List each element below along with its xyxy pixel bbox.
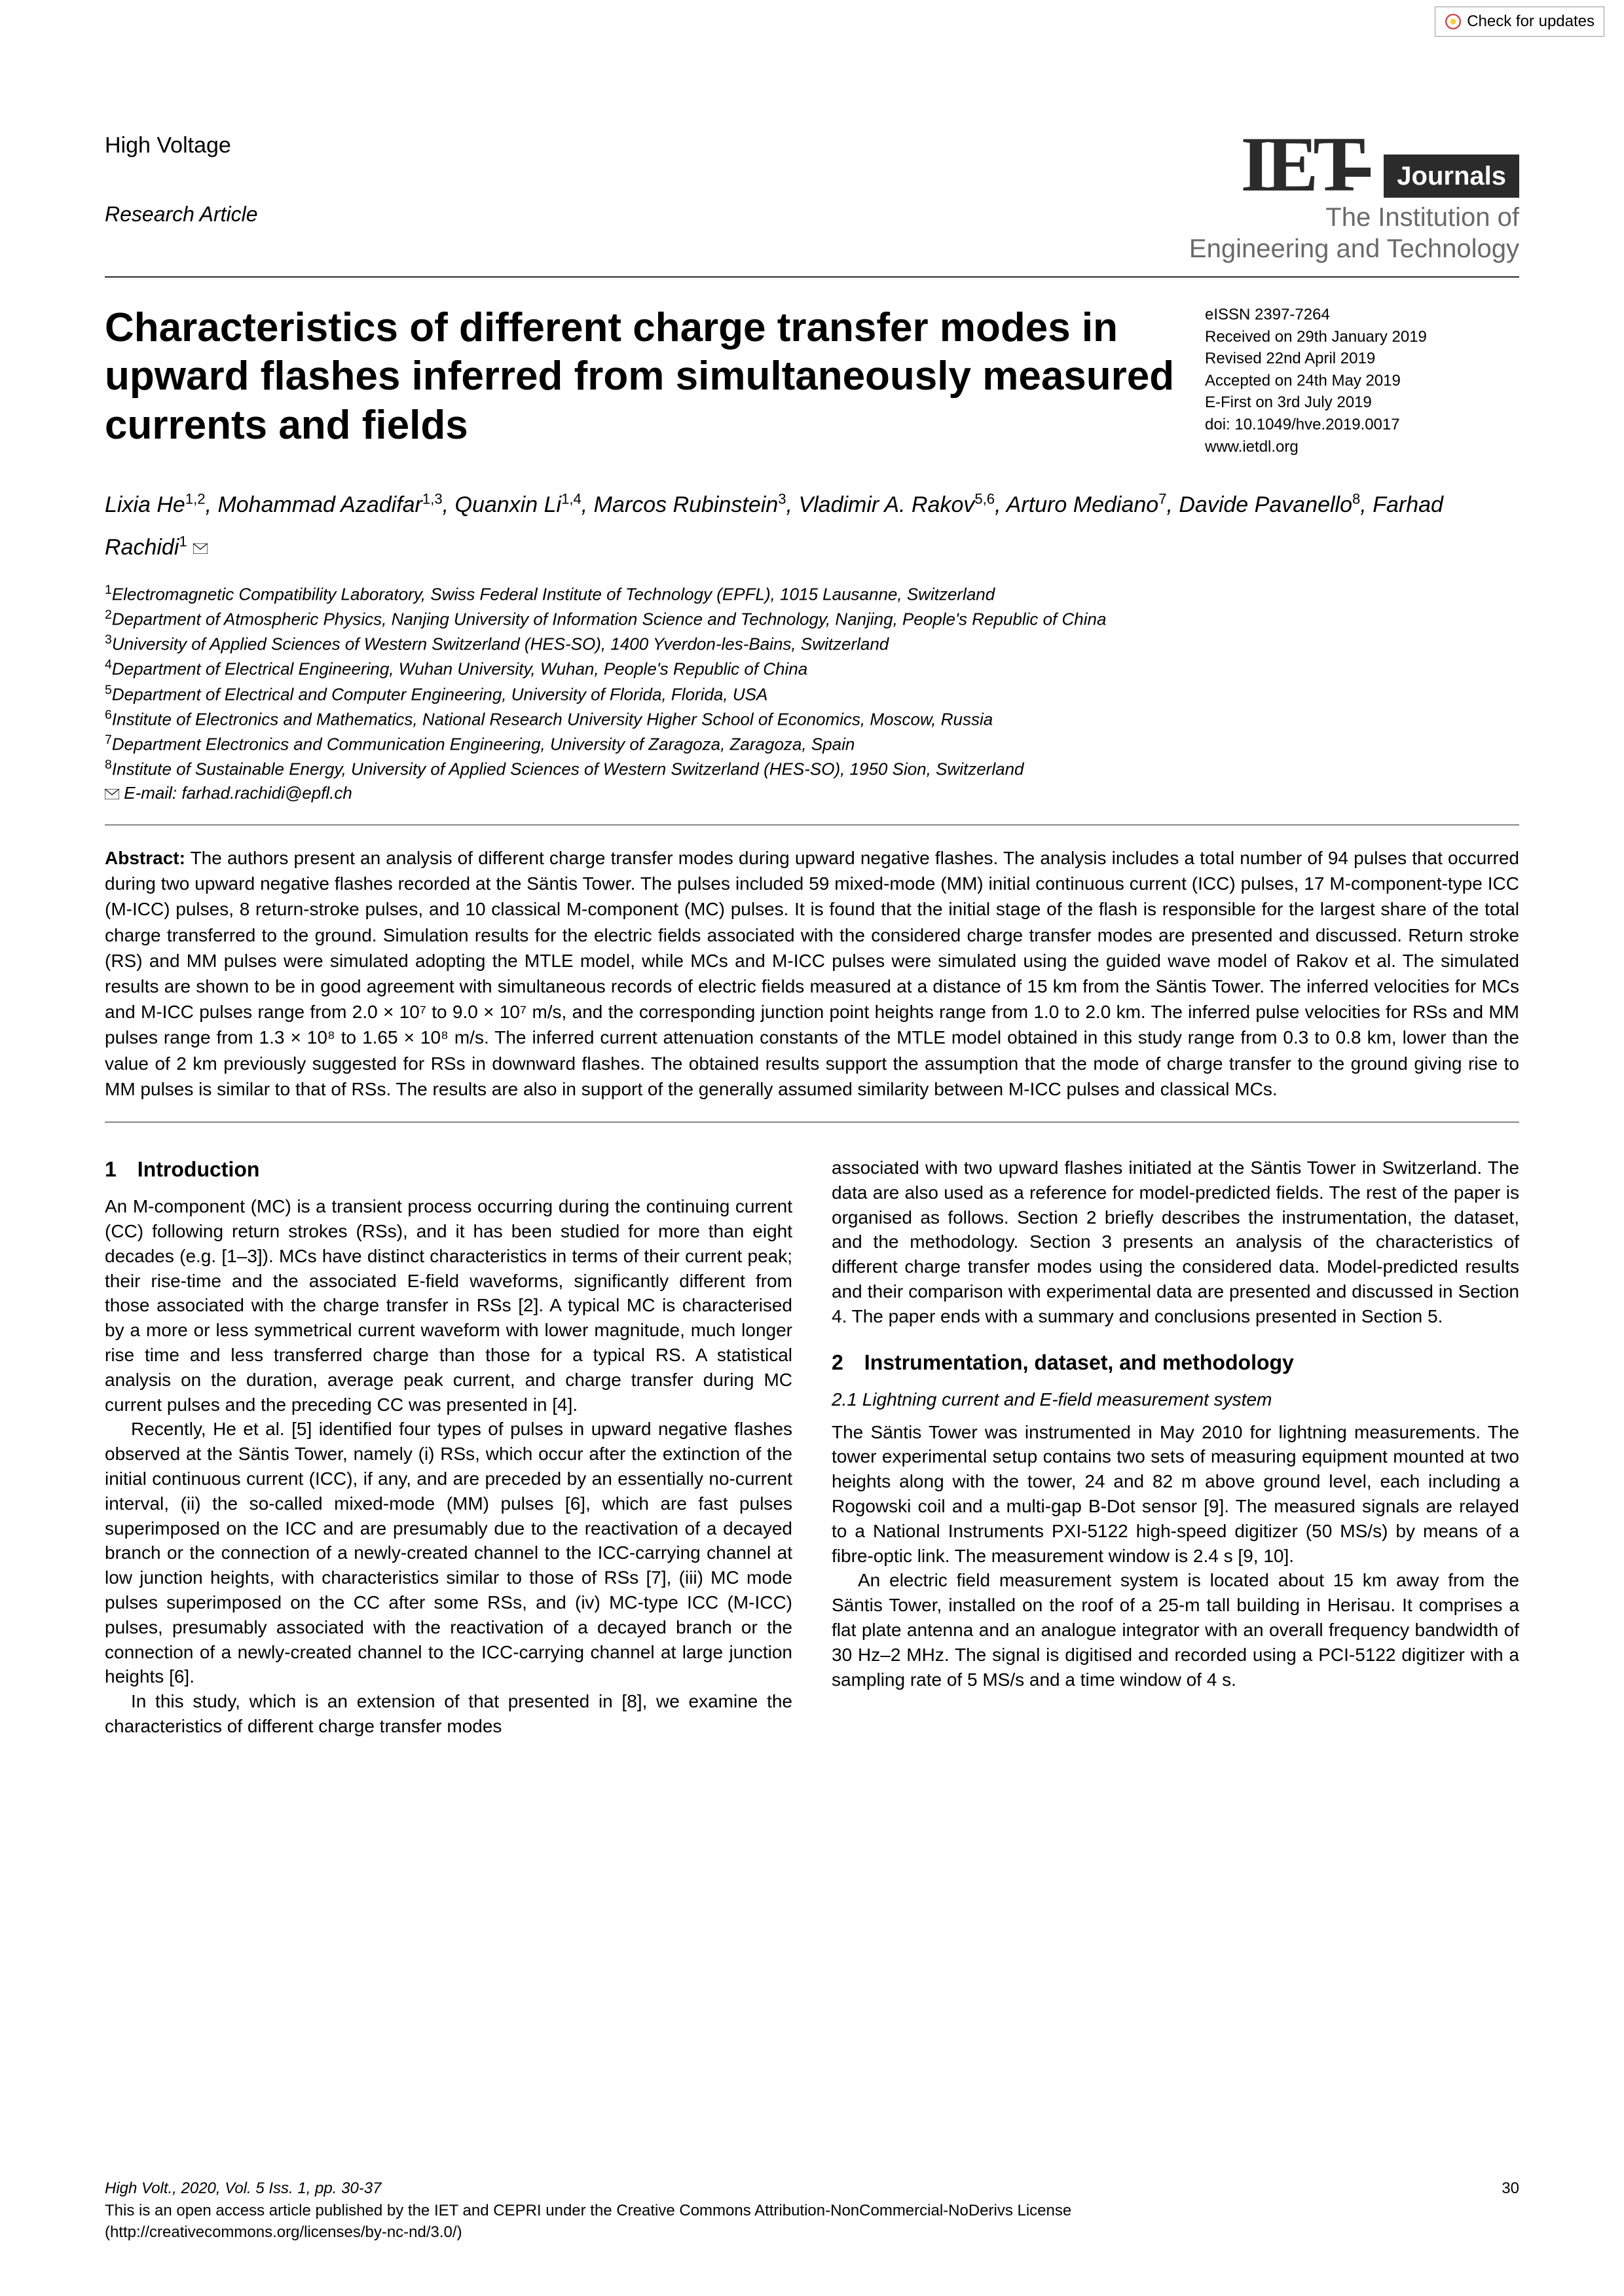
authors: Lixia He1,2, Mohammad Azadifar1,3, Quanx… (105, 484, 1519, 568)
meta-eissn: eISSN 2397-7264 (1205, 304, 1519, 326)
crossmark-icon (1445, 13, 1462, 30)
divider (105, 1121, 1519, 1123)
section-2-1-p2: An electric field measurement system is … (832, 1568, 1519, 1692)
divider (105, 276, 1519, 278)
meta-accepted: Accepted on 24th May 2019 (1205, 370, 1519, 392)
meta-revised: Revised 22nd April 2019 (1205, 348, 1519, 370)
abstract-text: The authors present an analysis of diffe… (105, 848, 1519, 1099)
section-1-p3: In this study, which is an extension of … (105, 1689, 792, 1739)
section-2-1-heading: 2.1 Lightning current and E-field measur… (832, 1387, 1519, 1412)
section-1-p1: An M-component (MC) is a transient proce… (105, 1194, 792, 1417)
abstract: Abstract: The authors present an analysi… (105, 845, 1519, 1102)
col2-p1: associated with two upward flashes initi… (832, 1156, 1519, 1329)
section-1-p2: Recently, He et al. [5] identified four … (105, 1417, 792, 1689)
iet-tagline-1: The Institution of (1325, 203, 1519, 232)
article-type: Research Article (105, 200, 1189, 228)
meta-doi: doi: 10.1049/hve.2019.0017 (1205, 414, 1519, 436)
section-2-1-p1: The Säntis Tower was instrumented in May… (832, 1420, 1519, 1569)
page-footer: High Volt., 2020, Vol. 5 Iss. 1, pp. 30-… (105, 2178, 1519, 2244)
footer-license-1: This is an open access article published… (105, 2200, 1519, 2222)
article-title: Characteristics of different charge tran… (105, 304, 1179, 450)
publisher-logo: IET Journals The Institution of Engineer… (1189, 131, 1519, 264)
meta-received: Received on 29th January 2019 (1205, 326, 1519, 348)
affiliations: 1Electromagnetic Compatibility Laborator… (105, 581, 1519, 805)
meta-efirst: E-First on 3rd July 2019 (1205, 392, 1519, 414)
footer-license-2: (http://creativecommons.org/licenses/by-… (105, 2221, 1519, 2244)
article-meta: eISSN 2397-7264 Received on 29th January… (1205, 304, 1519, 458)
journals-badge: Journals (1384, 155, 1519, 198)
column-right: associated with two upward flashes initi… (832, 1156, 1519, 1739)
section-1-heading: 1 Introduction (105, 1156, 792, 1184)
check-updates-label: Check for updates (1467, 11, 1595, 32)
abstract-label: Abstract: (105, 848, 185, 868)
check-updates-badge[interactable]: Check for updates (1435, 7, 1604, 37)
journal-name: High Voltage (105, 131, 1189, 161)
iet-tagline-2: Engineering and Technology (1189, 234, 1519, 263)
page-number: 30 (1502, 2178, 1519, 2200)
section-2-heading: 2 Instrumentation, dataset, and methodol… (832, 1349, 1519, 1377)
divider (105, 824, 1519, 826)
iet-mark: IET (1241, 131, 1371, 198)
column-left: 1 Introduction An M-component (MC) is a … (105, 1156, 792, 1739)
footer-citation: High Volt., 2020, Vol. 5 Iss. 1, pp. 30-… (105, 2178, 381, 2200)
meta-url: www.ietdl.org (1205, 436, 1519, 458)
